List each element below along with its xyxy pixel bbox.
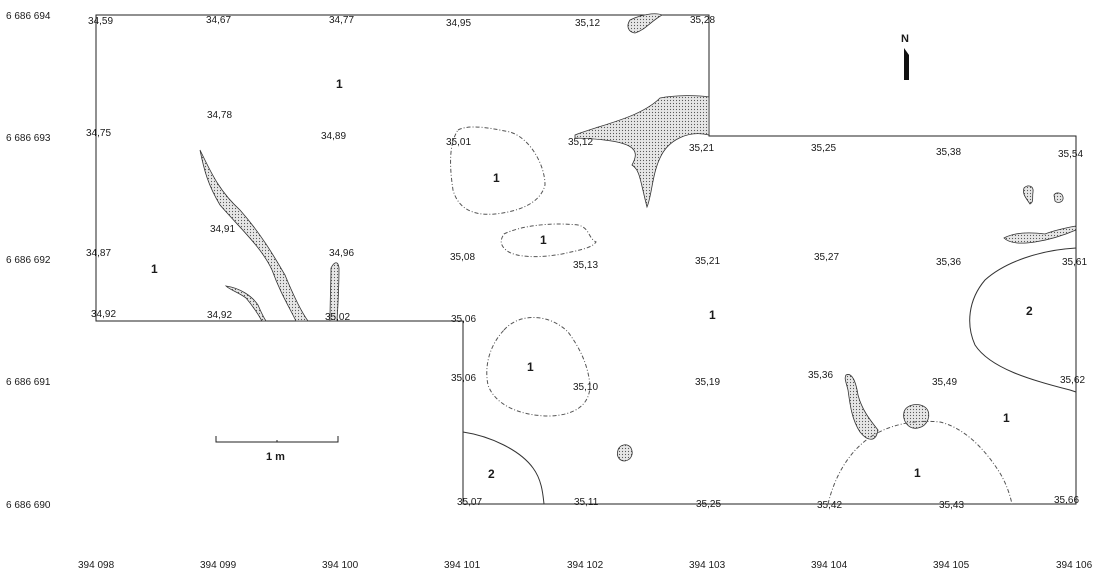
elevation-label: 35,10 xyxy=(573,382,598,393)
elevation-label: 34,89 xyxy=(321,131,346,142)
elevation-label: 35,42 xyxy=(817,500,842,511)
dashed-outline-c xyxy=(486,317,591,417)
elevation-label: 34,92 xyxy=(207,310,232,321)
easting-label: 394 101 xyxy=(444,560,481,571)
easting-label: 394 098 xyxy=(78,560,115,571)
elevation-label: 35,21 xyxy=(689,143,714,154)
northing-label: 6 686 691 xyxy=(6,377,51,388)
elevation-label: 34,87 xyxy=(86,248,111,259)
elevation-label: 35,27 xyxy=(814,252,839,263)
elevation-label: 35,54 xyxy=(1058,149,1083,160)
elevation-label: 35,49 xyxy=(932,377,957,388)
elevation-label: 34,96 xyxy=(329,248,354,259)
scale-bar-label: 1 m xyxy=(266,451,285,463)
easting-label: 394 102 xyxy=(567,560,604,571)
easting-label: 394 104 xyxy=(811,560,848,571)
feature-lower-round xyxy=(903,404,930,429)
zone-label: 1 xyxy=(1003,411,1010,425)
easting-label: 394 100 xyxy=(322,560,359,571)
elevation-label: 35,25 xyxy=(696,499,721,510)
dashed-outline-d xyxy=(827,420,1013,505)
boundary-lower-left xyxy=(462,431,545,505)
zone-labels: 1 1 1 1 1 1 2 1 1 2 xyxy=(151,77,1033,481)
elevation-label: 35,02 xyxy=(325,312,350,323)
northing-label: 6 686 690 xyxy=(6,500,51,511)
northing-label: 6 686 692 xyxy=(6,255,51,266)
elevation-label: 35,13 xyxy=(573,260,598,271)
easting-label: 394 105 xyxy=(933,560,970,571)
elevation-label: 34,77 xyxy=(329,15,354,26)
easting-label: 394 106 xyxy=(1056,560,1093,571)
elevation-label: 35,06 xyxy=(451,373,476,384)
zone-label: 1 xyxy=(709,308,716,322)
scale-bar: 1 m xyxy=(215,436,339,463)
dashed-outline-b xyxy=(500,223,597,258)
elevation-label: 34,92 xyxy=(91,309,116,320)
northing-labels: 6 686 694 6 686 693 6 686 692 6 686 691 … xyxy=(6,11,51,511)
elevation-label: 35,08 xyxy=(450,252,475,263)
north-arrow: N xyxy=(901,33,909,80)
feature-upper-spread xyxy=(574,95,710,209)
northing-label: 6 686 693 xyxy=(6,133,51,144)
elevation-label: 35,01 xyxy=(446,137,471,148)
elevation-label: 35,36 xyxy=(936,257,961,268)
zone-label: 1 xyxy=(914,466,921,480)
elevation-label: 35,62 xyxy=(1060,375,1085,386)
zone-label: 1 xyxy=(540,233,547,247)
feature-right-drop xyxy=(1023,185,1034,205)
elevation-label: 34,75 xyxy=(86,128,111,139)
north-arrow-label: N xyxy=(901,33,909,45)
elevation-label: 35,25 xyxy=(811,143,836,154)
feature-diagonal-strip xyxy=(199,149,309,322)
feature-lower-elongated xyxy=(844,374,879,440)
zone-label: 1 xyxy=(336,77,343,91)
feature-narrow-vertical xyxy=(329,262,340,322)
feature-right-dot xyxy=(1053,192,1064,203)
elevation-label: 35,61 xyxy=(1062,257,1087,268)
elevation-label: 34,78 xyxy=(207,110,232,121)
elevation-label: 34,95 xyxy=(446,18,471,29)
elevation-label: 34,91 xyxy=(210,224,235,235)
easting-label: 394 099 xyxy=(200,560,237,571)
feature-right-streak xyxy=(1003,225,1077,244)
elevation-label: 35,28 xyxy=(690,15,715,26)
zone-label: 1 xyxy=(493,171,500,185)
elevation-readings: 34,59 34,67 34,77 34,95 35,12 35,28 34,7… xyxy=(86,15,1087,511)
elevation-label: 35,36 xyxy=(808,370,833,381)
elevation-label: 34,67 xyxy=(206,15,231,26)
elevation-label: 34,59 xyxy=(88,16,113,27)
excavation-outline xyxy=(95,14,1077,505)
elevation-label: 35,11 xyxy=(574,497,599,508)
elevation-label: 35,06 xyxy=(451,314,476,325)
dashed-outline-a xyxy=(450,126,546,215)
elevation-label: 35,12 xyxy=(575,18,600,29)
elevation-label: 35,21 xyxy=(695,256,720,267)
elevation-label: 35,12 xyxy=(568,137,593,148)
northing-label: 6 686 694 xyxy=(6,11,51,22)
easting-labels: 394 098 394 099 394 100 394 101 394 102 … xyxy=(78,560,1093,571)
feature-top-center xyxy=(627,13,663,34)
elevation-label: 35,38 xyxy=(936,147,961,158)
elevation-label: 35,07 xyxy=(457,497,482,508)
elevation-label: 35,19 xyxy=(695,377,720,388)
elevation-label: 35,43 xyxy=(939,500,964,511)
boundary-right xyxy=(969,247,1077,393)
easting-label: 394 103 xyxy=(689,560,726,571)
zone-label: 2 xyxy=(1026,304,1033,318)
zone-label: 1 xyxy=(151,262,158,276)
feature-small-strip xyxy=(224,285,267,322)
feature-small-round xyxy=(617,444,633,462)
zone-label: 1 xyxy=(527,360,534,374)
elevation-label: 35,66 xyxy=(1054,495,1079,506)
zone-label: 2 xyxy=(488,467,495,481)
